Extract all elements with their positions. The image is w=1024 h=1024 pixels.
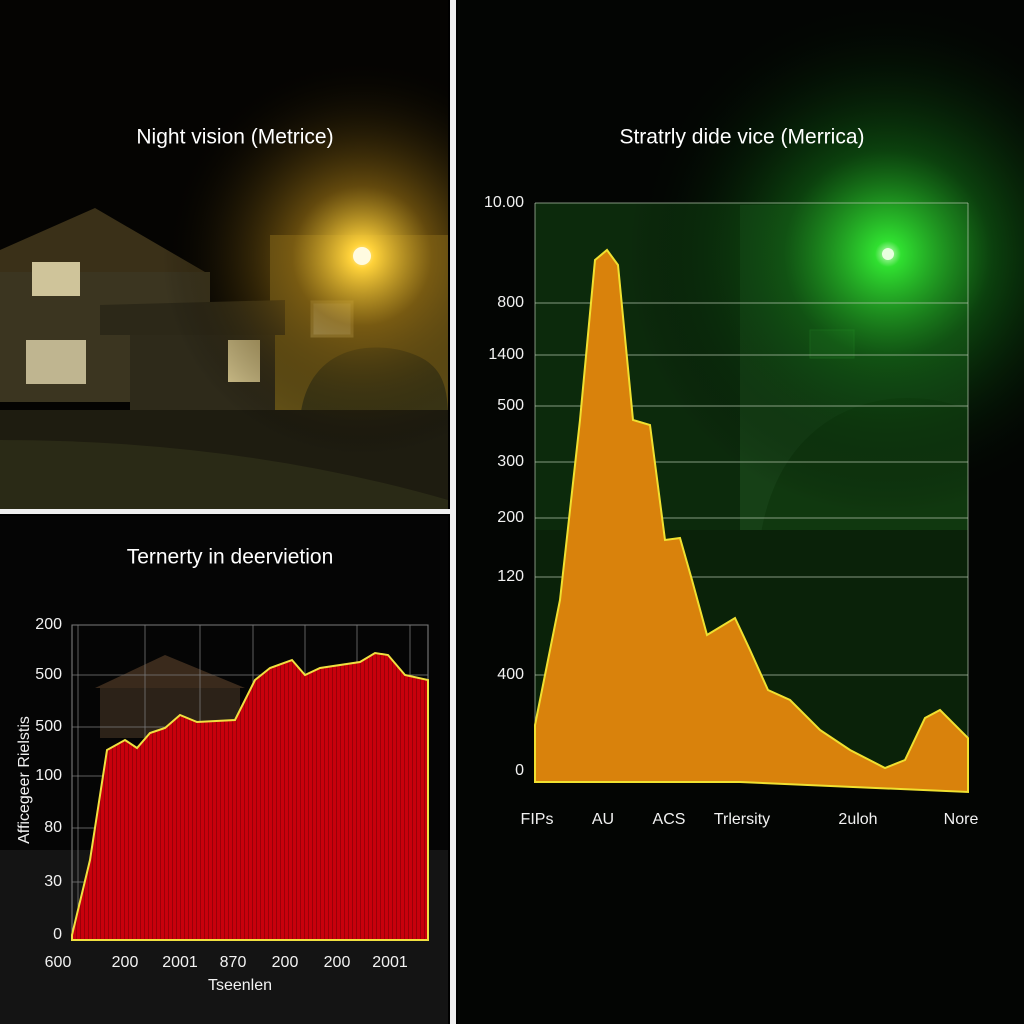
y-tick-label: 200 [497, 509, 524, 526]
y-tick-label: 200 [35, 616, 62, 633]
x-tick-label: 2001 [372, 954, 408, 971]
y-tick-label: 120 [497, 568, 524, 585]
y-tick-label: 500 [35, 666, 62, 683]
y-tick-label: 800 [497, 294, 524, 311]
x-tick-label: 200 [112, 954, 139, 971]
x-tick-label: ACS [653, 811, 686, 828]
x-tick-label: 2001 [162, 954, 198, 971]
y-tick-label: 0 [515, 762, 524, 779]
right-chart [534, 203, 969, 792]
panel-title: Night vision (Metrice) [136, 126, 333, 149]
y-tick-label: 500 [35, 718, 62, 735]
y-axis-title: Afficegeer Rielstis [16, 716, 33, 844]
x-tick-label: 2uloh [838, 811, 877, 828]
x-tick-label: Trlersity [714, 811, 770, 828]
y-tick-label: 80 [44, 819, 62, 836]
y-tick-label: 10.00 [484, 194, 524, 211]
x-tick-label: Nore [944, 811, 979, 828]
x-tick-label: FIPs [521, 811, 554, 828]
x-tick-label: AU [592, 811, 614, 828]
panel-title: Stratrly dide vice (Merrica) [619, 126, 864, 149]
green-photo [458, 0, 1024, 1024]
y-tick-label: 0 [53, 926, 62, 943]
divider [0, 509, 450, 514]
y-tick-label: 500 [497, 397, 524, 414]
area [71, 651, 429, 941]
y-tick-label: 1400 [488, 346, 524, 363]
y-tick-label: 400 [497, 666, 524, 683]
y-tick-label: 300 [497, 453, 524, 470]
y-tick-label: 30 [44, 873, 62, 890]
x-tick-label: 200 [324, 954, 351, 971]
x-axis-title: Tseenlen [208, 977, 272, 994]
y-tick-label: 100 [35, 767, 62, 784]
x-tick-label: 600 [45, 954, 72, 971]
night-photo [0, 0, 448, 510]
area [534, 248, 969, 794]
divider [450, 0, 456, 1024]
panel-title: Ternerty in deervietion [127, 546, 334, 569]
x-tick-label: 200 [272, 954, 299, 971]
x-tick-label: 870 [220, 954, 247, 971]
